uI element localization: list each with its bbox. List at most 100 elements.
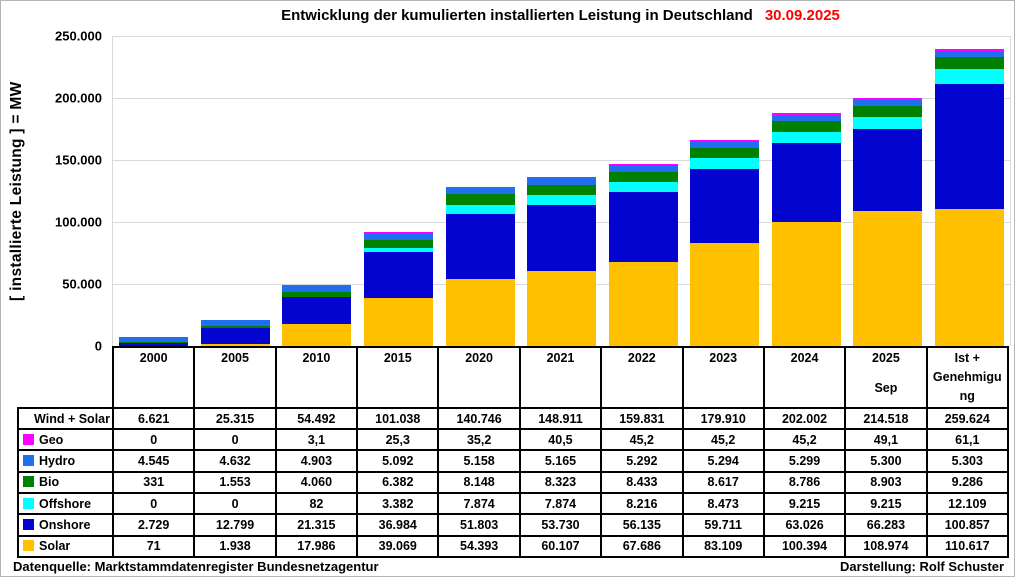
table-cell: 148.911 (518, 406, 603, 431)
y-tick-label: 200.000 (55, 90, 102, 106)
row-label-bio: Bio (17, 470, 114, 495)
bar-segment-bio (363, 239, 433, 248)
data-table: 2000 2005 2010 2015 2020 2021 2022 2023 2024 2025… (17, 346, 1010, 559)
bar-segment-geo (608, 163, 678, 166)
table-cell: 53.730 (518, 513, 603, 537)
table-cell: 83.109 (681, 534, 765, 559)
bar-2024 (771, 113, 841, 346)
table-cell: 36.984 (356, 513, 440, 537)
bar-segment-hydro (200, 320, 270, 326)
table-cell: 35,2 (437, 428, 521, 452)
table-cell: 0 (111, 492, 196, 516)
table-cell: 5.294 (681, 449, 765, 473)
table-cell: 0 (193, 492, 277, 516)
y-tick-label: 50.000 (62, 276, 102, 292)
bar-segment-offshore (690, 158, 760, 169)
bar-segment-onshore (527, 204, 596, 272)
table-cell: 8.148 (437, 470, 521, 495)
bar-segment-onshore (363, 251, 433, 298)
table-cell: 7.874 (518, 492, 603, 516)
table-header-label: 2022 (627, 351, 656, 365)
table-cell: 5.299 (762, 449, 847, 473)
table-cell: 8.323 (518, 470, 603, 495)
bar-segment-onshore (200, 327, 270, 344)
table-cell: 71 (111, 534, 196, 559)
bar-segment-offshore (771, 131, 841, 144)
bar-segment-solar (282, 323, 352, 346)
bar-segment-bio (282, 292, 352, 298)
bar-segment-onshore (690, 168, 760, 243)
table-cell: 8.473 (681, 492, 765, 516)
table-cell: 51.803 (437, 513, 521, 537)
bar-segment-hydro (445, 188, 515, 195)
data-source-note: Datenquelle: Marktstammdatenregister Bun… (13, 559, 379, 574)
bar-segment-solar (200, 343, 270, 346)
chart-title-date: 30.09.2025 (764, 7, 840, 24)
table-header-label: 2000 (139, 351, 168, 365)
bar-segment-solar (934, 208, 1004, 346)
table-cell: 5.165 (518, 449, 603, 473)
bar-segment-hydro (119, 336, 189, 343)
table-cell: 4.545 (111, 449, 196, 473)
row-label-geo: Geo (17, 428, 114, 452)
bar-segment-bio (771, 121, 841, 132)
table-header-ist-genehmigung: Ist + Genehmigung (925, 346, 1010, 409)
bar-segment-bio (200, 325, 270, 328)
table-row-onshore: Onshore 2.729 12.799 21.315 36.984 51.803 53.7… (17, 513, 1010, 537)
table-row-offshore: Offshore 0 0 82 3.382 7.874 7.874 8.216 8.473 9.2… (17, 492, 1010, 516)
table-row-hydro: Hydro 4.545 4.632 4.903 5.092 5.158 5.165 5.292… (17, 449, 1010, 473)
table-cell: 45,2 (600, 428, 684, 452)
bar-segment-geo (934, 49, 1004, 51)
data-table-body: 2000 2005 2010 2015 2020 2021 2022 2023 2024 2025… (17, 346, 1010, 559)
table-cell: 214.518 (844, 406, 928, 431)
bar-2020 (445, 186, 515, 346)
row-label-offshore: Offshore (17, 492, 114, 516)
table-cell: 39.069 (356, 534, 440, 559)
bar-segment-solar (853, 210, 923, 346)
table-cell: 8.786 (762, 470, 847, 495)
table-header-label: 2025 (872, 351, 900, 365)
table-cell: 8.903 (844, 470, 928, 495)
table-cell: 60.107 (518, 534, 603, 559)
table-cell: 82 (274, 492, 359, 516)
table-cell: 101.038 (356, 406, 440, 431)
table-cell: 110.617 (925, 534, 1010, 559)
table-cell: 4.060 (274, 470, 359, 495)
table-cell: 5.092 (356, 449, 440, 473)
bar-segment-geo (363, 231, 433, 234)
legend-swatch-hydro (23, 455, 34, 467)
table-cell: 0 (111, 428, 196, 452)
table-header-label: 2015 (383, 351, 412, 365)
bar-segment-hydro (853, 99, 923, 107)
plot-area (112, 36, 1011, 346)
table-cell: 63.026 (762, 513, 847, 537)
table-header-2021: 2021 (518, 346, 603, 409)
row-label-onshore: Onshore (17, 513, 114, 537)
table-row-wind-solar: Wind + Solar 6.621 25.315 54.492 101.038 140.… (17, 406, 1010, 431)
table-header-2005: 2005 (193, 346, 277, 409)
table-cell: 100.394 (762, 534, 847, 559)
gridline (113, 160, 1010, 161)
gridline (113, 98, 1010, 99)
table-header-2020: 2020 (437, 346, 521, 409)
y-tick-label: 250.000 (55, 28, 102, 44)
bar-segment-solar (771, 221, 841, 346)
table-cell: 8.433 (600, 470, 684, 495)
bar-segment-bio (853, 106, 923, 118)
y-tick-label: 150.000 (55, 152, 102, 168)
bar-segment-bio (608, 171, 678, 183)
bar-segment-bio (690, 147, 760, 159)
bar-segment-onshore (853, 128, 923, 211)
y-tick-label: 0 (94, 338, 102, 354)
table-header-label: Ist + Genehmigung (932, 351, 1002, 403)
table-cell: 3,1 (274, 428, 359, 452)
table-cell: 17.986 (274, 534, 359, 559)
table-cell: 56.135 (600, 513, 684, 537)
bar-2010 (282, 284, 352, 346)
legend-swatch-offshore (23, 497, 34, 509)
table-header-2023: 2023 (681, 346, 765, 409)
table-cell: 179.910 (681, 406, 765, 431)
table-cell: 108.974 (844, 534, 928, 559)
bar-segment-geo (445, 186, 515, 189)
